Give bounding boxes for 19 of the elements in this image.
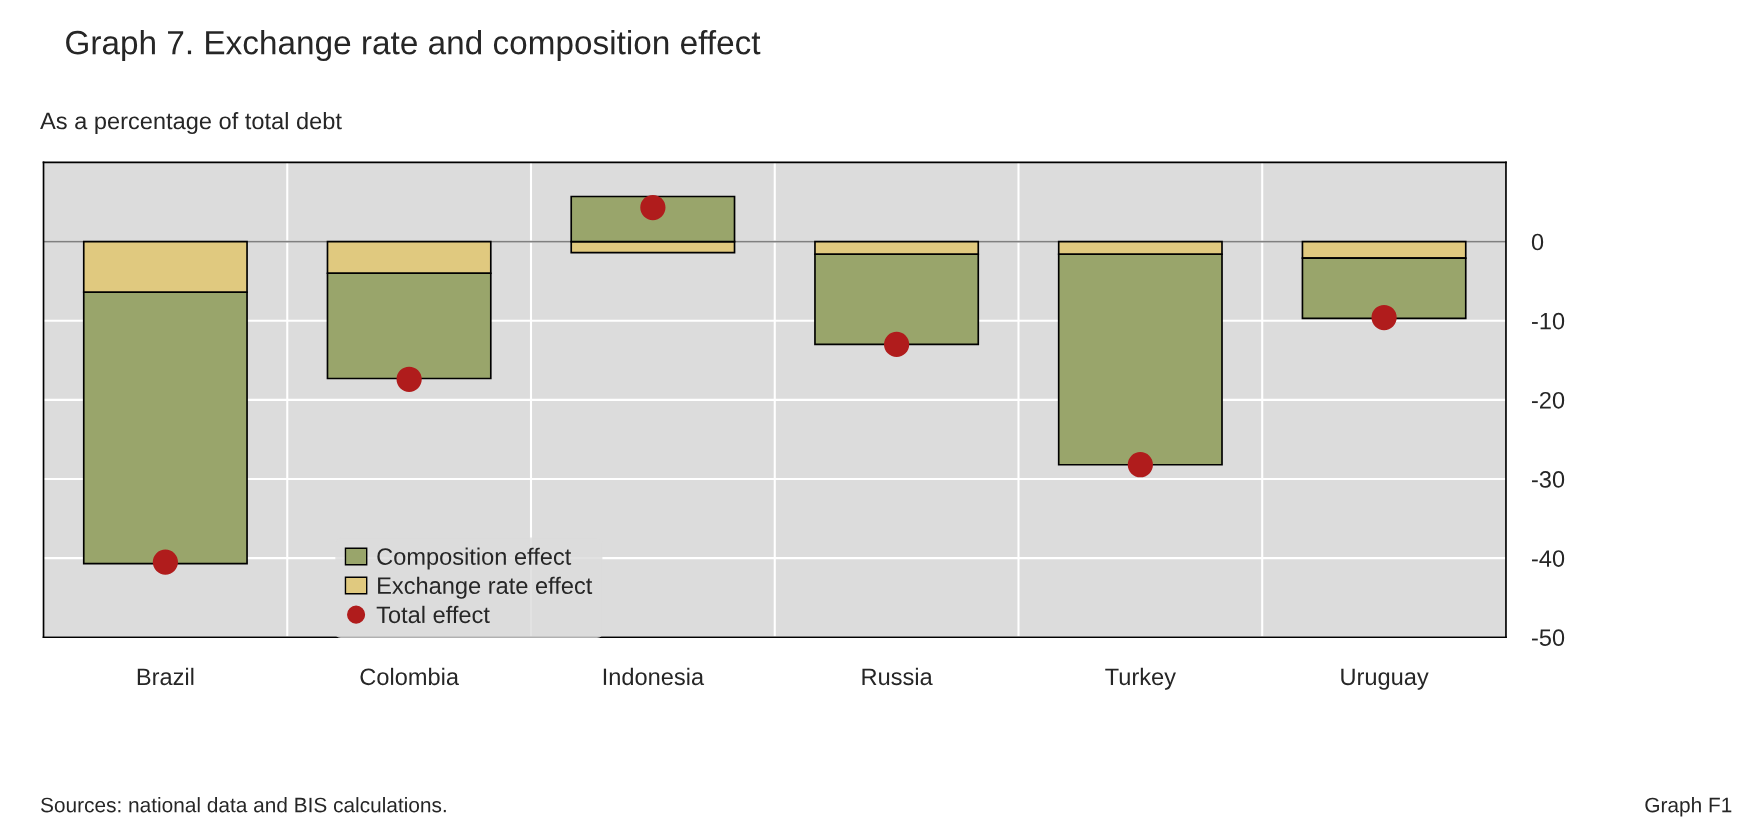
x-tick-label: Indonesia (603, 667, 705, 686)
y-tick-label: -10 (1532, 312, 1565, 330)
chart-subtitle: As a percentage of total debt (40, 112, 342, 135)
legend-label: Exchange rate effect (378, 576, 593, 599)
x-tick-label: Brazil (137, 667, 194, 686)
y-tick-label: -40 (1532, 550, 1565, 567)
y-tick-label: -50 (1532, 629, 1565, 647)
chart-title: Graph 7. Exchange rate and composition effect (66, 29, 761, 62)
x-tick-label: Turkey (1105, 667, 1176, 690)
source-note: Sources: national data and BIS calculations. (40, 797, 446, 813)
y-tick-label: 0 (1531, 233, 1544, 251)
x-tick-label: Colombia (360, 667, 459, 686)
caption: Graph F1 (1645, 797, 1732, 817)
y-tick-label: -30 (1532, 471, 1565, 488)
x-tick-label: Uruguay (1341, 668, 1429, 690)
x-tick-label: Russia (862, 667, 933, 686)
legend-label: Total effect (376, 605, 490, 624)
legend-label: Composition effect (377, 547, 572, 570)
y-tick-label: -20 (1532, 391, 1565, 409)
